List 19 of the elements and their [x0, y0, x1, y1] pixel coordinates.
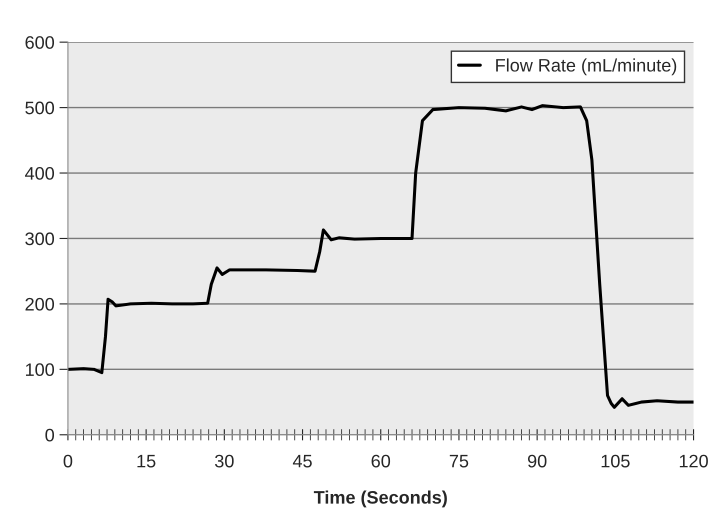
x-tick-label: 30 [214, 454, 234, 468]
y-tick-label: 200 [26, 298, 54, 311]
x-tick-label: 105 [602, 454, 630, 468]
y-tick-label: 600 [26, 36, 54, 49]
x-tick-label: 120 [680, 454, 708, 468]
line-series [68, 104, 694, 409]
y-tick-label: 0 [45, 428, 54, 442]
y-tick-label: 100 [26, 363, 54, 376]
legend-label: Flow Rate (mL/minute) [496, 58, 676, 76]
y-tick-label: 500 [25, 102, 54, 114]
y-tick-label: 300 [25, 232, 54, 246]
x-tick-label: 60 [372, 454, 390, 468]
x-tick-label: 0 [64, 454, 72, 468]
x-axis-title: Time (Seconds) [314, 490, 447, 508]
y-tick-label: 400 [25, 166, 54, 180]
x-tick-label: 75 [450, 454, 468, 468]
x-tick-label: 15 [137, 454, 156, 468]
x-tick-label: 90 [528, 454, 546, 468]
x-tick-label: 45 [292, 454, 312, 468]
